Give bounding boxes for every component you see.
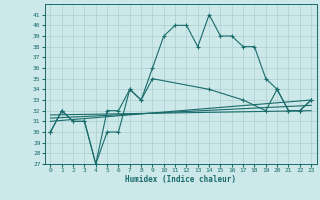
X-axis label: Humidex (Indice chaleur): Humidex (Indice chaleur) — [125, 175, 236, 184]
